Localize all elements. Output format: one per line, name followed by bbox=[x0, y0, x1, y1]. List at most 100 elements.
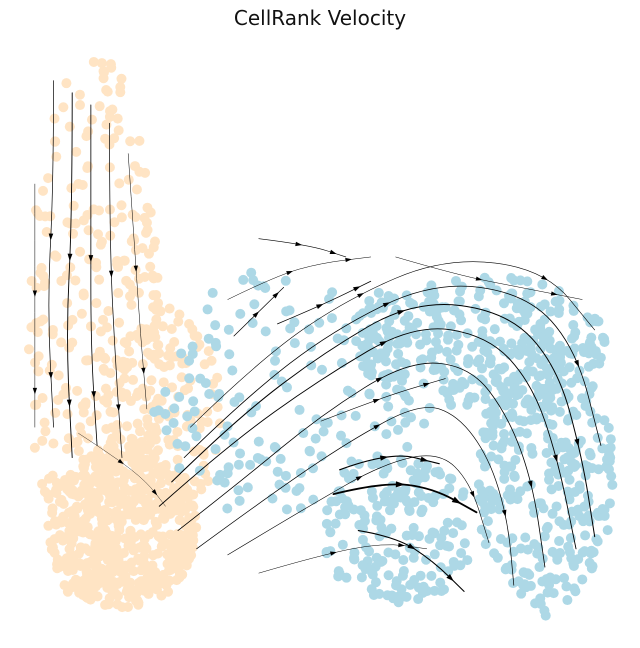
cell-point bbox=[306, 360, 317, 371]
cell-point bbox=[162, 538, 173, 549]
cell-point bbox=[505, 494, 516, 505]
cell-point bbox=[78, 407, 89, 418]
cell-point bbox=[481, 529, 492, 540]
cell-point bbox=[202, 304, 213, 315]
cell-point bbox=[155, 306, 166, 317]
cell-point bbox=[107, 497, 118, 508]
cell-point bbox=[214, 388, 225, 399]
cell-point bbox=[384, 316, 395, 327]
cell-point bbox=[580, 530, 591, 541]
cell-point bbox=[544, 326, 555, 337]
cell-point bbox=[81, 131, 92, 142]
cell-point bbox=[245, 459, 256, 470]
cluster-series-0 bbox=[23, 56, 225, 613]
cell-point bbox=[555, 351, 566, 362]
cell-point bbox=[238, 274, 249, 285]
cell-point bbox=[322, 505, 333, 516]
cell-point bbox=[489, 548, 500, 559]
cell-point bbox=[58, 102, 69, 113]
cell-point bbox=[93, 229, 104, 240]
cell-point bbox=[391, 359, 402, 370]
cell-point bbox=[438, 374, 449, 385]
cell-point bbox=[167, 351, 178, 362]
cell-point bbox=[591, 534, 602, 545]
cell-point bbox=[270, 346, 281, 357]
cell-point bbox=[421, 554, 432, 565]
cell-point bbox=[88, 204, 99, 215]
cell-point bbox=[272, 466, 283, 477]
cell-point bbox=[424, 402, 435, 413]
cell-point bbox=[564, 519, 575, 530]
cell-point bbox=[503, 376, 514, 387]
cell-point bbox=[489, 324, 500, 335]
cell-point bbox=[590, 346, 601, 357]
cell-point bbox=[435, 562, 446, 573]
cell-point bbox=[64, 342, 75, 353]
cell-point bbox=[222, 503, 233, 514]
cell-point bbox=[599, 333, 610, 344]
cell-point bbox=[526, 442, 537, 453]
cell-point bbox=[47, 324, 58, 335]
cell-point bbox=[421, 335, 432, 346]
cell-point bbox=[158, 501, 169, 512]
streamline-21 bbox=[395, 256, 583, 300]
cell-point bbox=[364, 546, 375, 557]
cell-point bbox=[143, 430, 154, 441]
cell-point bbox=[397, 375, 408, 386]
cell-point bbox=[174, 529, 185, 540]
cell-point bbox=[336, 410, 347, 421]
streamline-arrow bbox=[451, 496, 462, 504]
cell-point bbox=[136, 565, 147, 576]
cell-point bbox=[246, 407, 257, 418]
cell-point bbox=[435, 319, 446, 330]
cell-point bbox=[551, 501, 562, 512]
cell-point bbox=[164, 475, 175, 486]
cell-points bbox=[23, 56, 618, 621]
cell-point bbox=[123, 540, 134, 551]
cell-point bbox=[249, 299, 260, 310]
cell-point bbox=[103, 306, 114, 317]
cell-point bbox=[154, 359, 165, 370]
cell-point bbox=[125, 136, 136, 147]
cell-point bbox=[42, 488, 53, 499]
cell-point bbox=[46, 359, 57, 370]
cell-point bbox=[270, 355, 281, 366]
cell-point bbox=[350, 410, 361, 421]
cell-point bbox=[537, 553, 548, 564]
cell-point bbox=[169, 403, 180, 414]
cell-point bbox=[585, 317, 596, 328]
cell-point bbox=[497, 397, 508, 408]
cell-point bbox=[487, 496, 498, 507]
cell-point bbox=[94, 274, 105, 285]
streamline-arrow bbox=[66, 399, 72, 407]
cell-point bbox=[63, 433, 74, 444]
cell-point bbox=[318, 426, 329, 437]
streamline-arrow bbox=[501, 509, 507, 517]
cell-point bbox=[372, 353, 383, 364]
cell-point bbox=[50, 136, 61, 147]
cell-point bbox=[554, 462, 565, 473]
cell-point bbox=[64, 121, 75, 132]
cell-point bbox=[83, 508, 94, 519]
cell-point bbox=[454, 296, 465, 307]
cell-point bbox=[148, 349, 159, 360]
cell-point bbox=[442, 334, 453, 345]
cell-point bbox=[400, 484, 411, 495]
cell-point bbox=[86, 114, 97, 125]
cell-point bbox=[393, 424, 404, 435]
cell-point bbox=[122, 421, 133, 432]
streamline-17 bbox=[227, 256, 372, 300]
cell-point bbox=[139, 404, 150, 415]
cell-point bbox=[337, 539, 348, 550]
cell-point bbox=[174, 392, 185, 403]
cell-point bbox=[542, 521, 553, 532]
cell-point bbox=[77, 580, 88, 591]
cell-point bbox=[133, 597, 144, 608]
cell-point bbox=[134, 542, 145, 553]
cell-point bbox=[105, 368, 116, 379]
cell-point bbox=[357, 560, 368, 571]
streamline-arrow bbox=[379, 455, 389, 461]
cell-point bbox=[93, 493, 104, 504]
cell-point bbox=[139, 329, 150, 340]
cell-point bbox=[67, 565, 78, 576]
